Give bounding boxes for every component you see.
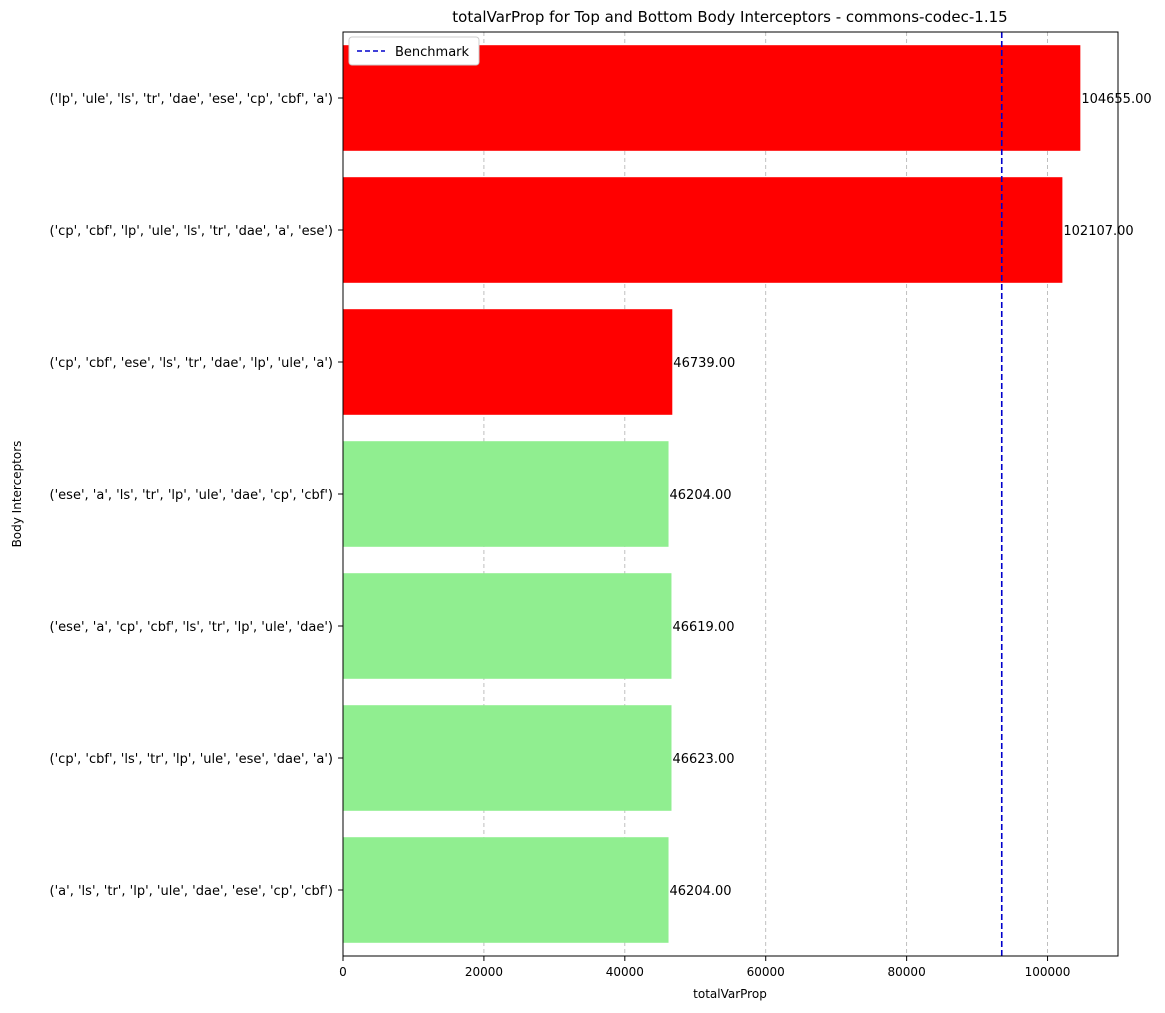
bar-value-label: 102107.00 xyxy=(1063,224,1133,239)
bar-layer xyxy=(343,45,1081,943)
x-tick-label: 0 xyxy=(339,965,347,979)
x-tick-label: 80000 xyxy=(888,965,926,979)
axis-layer xyxy=(338,31,1119,961)
y-tick-label: ('lp', 'ule', 'ls', 'tr', 'dae', 'ese', … xyxy=(50,92,333,107)
x-tick-label: 60000 xyxy=(747,965,785,979)
x-axis-label: totalVarProp xyxy=(693,987,767,1001)
y-tick-label: ('ese', 'a', 'ls', 'tr', 'lp', 'ule', 'd… xyxy=(50,488,333,503)
bar-value-label: 104655.00 xyxy=(1081,92,1151,107)
y-tick-label: ('cp', 'cbf', 'ls', 'tr', 'lp', 'ule', '… xyxy=(50,752,333,767)
bar-value-label: 46204.00 xyxy=(670,488,732,503)
bar xyxy=(343,705,672,811)
x-tick-label: 40000 xyxy=(606,965,644,979)
legend-benchmark-label: Benchmark xyxy=(395,45,470,60)
plot-frame xyxy=(342,31,1119,957)
label-layer: 104655.00 ('lp', 'ule', 'ls', 'tr', 'dae'… xyxy=(50,92,1152,979)
chart-title: totalVarProp for Top and Bottom Body Int… xyxy=(452,8,1007,26)
y-tick-label: ('ese', 'a', 'cp', 'cbf', 'ls', 'tr', 'l… xyxy=(50,620,333,635)
bar xyxy=(343,441,669,547)
bar-value-label: 46619.00 xyxy=(672,620,734,635)
x-tick-label: 20000 xyxy=(465,965,503,979)
legend: Benchmark xyxy=(348,36,480,66)
bar xyxy=(343,837,669,943)
y-tick-label: ('cp', 'cbf', 'ese', 'ls', 'tr', 'dae', … xyxy=(50,356,333,371)
bar-value-label: 46739.00 xyxy=(673,356,735,371)
x-tick-label: 100000 xyxy=(1025,965,1071,979)
bar-value-label: 46623.00 xyxy=(672,752,734,767)
y-axis-label: Body Interceptors xyxy=(10,441,24,548)
bar xyxy=(343,573,672,679)
y-tick-label: ('cp', 'cbf', 'lp', 'ule', 'ls', 'tr', '… xyxy=(50,224,333,239)
legend-box xyxy=(348,36,480,66)
bar xyxy=(343,309,673,415)
y-tick-label: ('a', 'ls', 'tr', 'lp', 'ule', 'dae', 'e… xyxy=(50,884,333,899)
bar xyxy=(343,177,1063,283)
bar-value-label: 46204.00 xyxy=(670,884,732,899)
